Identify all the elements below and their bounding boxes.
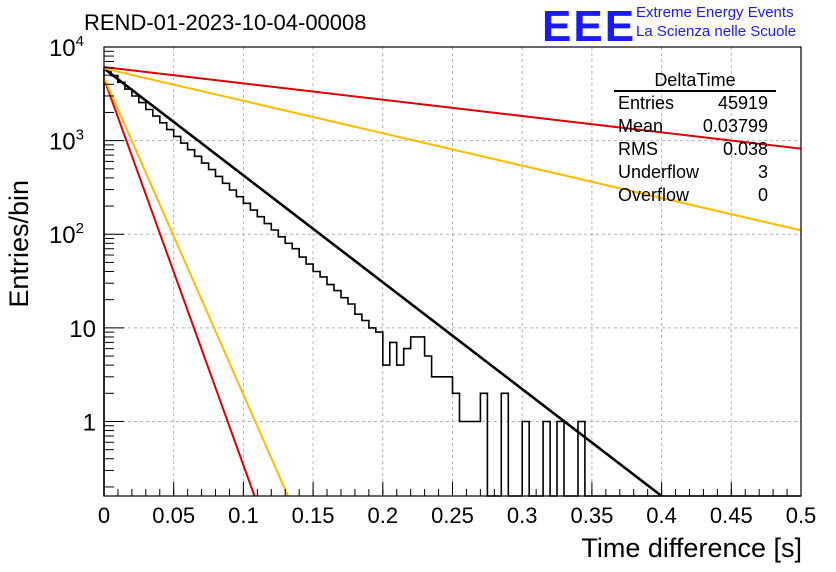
y-tick-labels: 1 10 102 103 104 <box>49 33 96 436</box>
stats-row: Mean 0.03799 <box>610 115 776 138</box>
logo-line-1: Extreme Energy Events <box>636 4 794 21</box>
stats-row: Underflow 3 <box>610 161 776 184</box>
x-tick-label: 0 <box>98 503 110 528</box>
grid-lines <box>104 47 801 496</box>
x-tick-label: 0.05 <box>152 503 195 528</box>
stats-label: RMS <box>618 139 658 159</box>
axis-ticks <box>103 46 802 496</box>
x-tick-label: 0.15 <box>292 503 335 528</box>
eee-logo: EEE <box>542 2 637 51</box>
y-axis-label: Entries/bin <box>4 180 34 308</box>
stats-box: DeltaTime Entries 45919 Mean 0.03799 RMS… <box>610 70 776 207</box>
stats-value: 0 <box>757 185 768 205</box>
y-tick-label: 102 <box>49 220 84 249</box>
x-axis-label: Time difference [s] <box>581 533 802 563</box>
x-tick-label: 0.35 <box>570 503 613 528</box>
x-tick-label: 0.25 <box>431 503 474 528</box>
stats-label: Underflow <box>618 162 700 182</box>
x-tick-label: 0.5 <box>786 503 817 528</box>
stats-row: Entries 45919 <box>610 92 776 115</box>
stats-value: 0.03799 <box>702 116 768 136</box>
stats-label: Entries <box>618 93 675 113</box>
stats-label: Overflow <box>618 185 690 205</box>
stats-value: 3 <box>757 162 768 182</box>
fit-line <box>103 78 256 497</box>
y-tick-label: 1 <box>83 409 96 436</box>
x-tick-label: 0.45 <box>710 503 753 528</box>
x-tick-label: 0.1 <box>228 503 259 528</box>
fit-line <box>103 67 802 232</box>
x-tick-label: 0.2 <box>368 503 399 528</box>
x-tick-labels: 0 0.05 0.1 0.15 0.2 0.25 0.3 0.35 0.4 0.45 0.5 <box>98 503 816 528</box>
fit-line <box>103 67 663 498</box>
fit-line <box>103 77 289 497</box>
stats-value: 0.038 <box>722 139 768 159</box>
y-tick-label: 103 <box>49 127 84 156</box>
stats-row: RMS 0.038 <box>610 138 776 161</box>
stats-title: DeltaTime <box>614 70 776 92</box>
fit-line <box>103 66 802 150</box>
stats-label: Mean <box>618 116 664 136</box>
x-tick-label: 0.4 <box>646 503 677 528</box>
chart-title: REND-01-2023-10-04-00008 <box>84 10 367 35</box>
y-tick-label: 10 <box>69 316 96 343</box>
logo-line-2: La Scienza nelle Scuole <box>636 23 797 40</box>
fit-curves <box>103 66 802 498</box>
stats-row: Overflow 0 <box>610 184 776 207</box>
y-tick-label: 104 <box>49 33 84 62</box>
x-tick-label: 0.3 <box>507 503 538 528</box>
stats-value: 45919 <box>717 93 768 113</box>
